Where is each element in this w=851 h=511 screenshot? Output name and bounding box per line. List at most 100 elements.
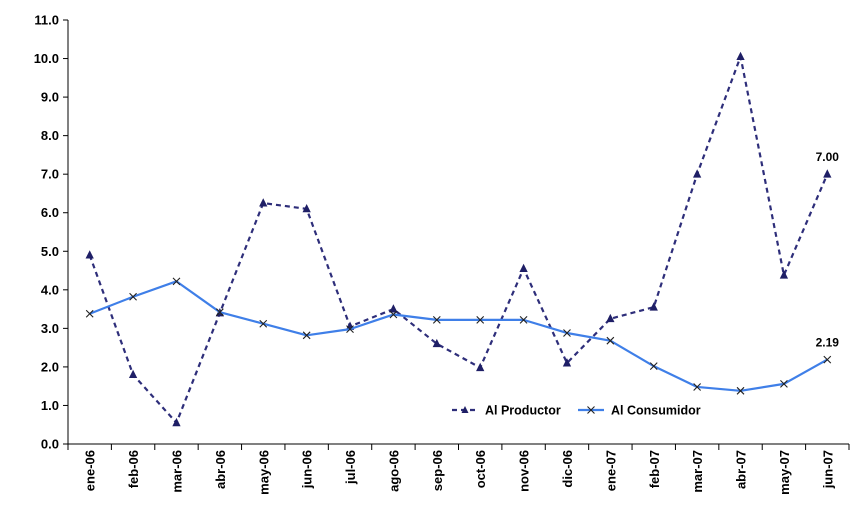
data-point-triangle (432, 338, 441, 348)
x-tick-label: ene-06 (83, 450, 98, 491)
y-tick-label: 3.0 (41, 321, 59, 336)
x-tick-label: jun-07 (820, 450, 835, 489)
y-tick-label: 11.0 (34, 13, 59, 28)
y-tick-label: 10.0 (34, 51, 59, 66)
data-point-triangle (128, 369, 138, 379)
data-point-triangle (562, 358, 572, 367)
x-tick-label: oct-06 (473, 450, 488, 488)
x-tick-label: feb-07 (647, 450, 662, 488)
legend: Al Productor Al Consumidor (452, 404, 701, 418)
data-point-triangle (736, 51, 745, 61)
marker-stroke (389, 310, 398, 319)
marker-stroke (780, 379, 788, 388)
marker-stroke (85, 309, 94, 318)
data-point-x (606, 336, 615, 345)
y-tick-label: 9.0 (41, 90, 59, 105)
data-point-triangle (649, 302, 658, 311)
data-point-x (736, 386, 745, 395)
marker-stroke (693, 383, 702, 391)
marker-stroke (346, 325, 354, 334)
data-point-x (389, 310, 398, 319)
x-tick-label: ene-07 (603, 450, 618, 491)
y-tick-label: 1.0 (41, 398, 59, 413)
data-point-triangle (823, 169, 832, 178)
data-point-x (302, 331, 311, 340)
legend-item-al-consumidor: Al Consumidor (578, 404, 701, 418)
data-point-triangle (476, 362, 485, 372)
data-point-triangle (519, 263, 528, 273)
legend-label: Al Consumidor (611, 404, 701, 418)
x-tick-label: jul-06 (343, 450, 358, 485)
data-point-x (519, 315, 528, 324)
data-point-x (346, 325, 354, 334)
axes: 0.0 1.0 2.0 3.0 4.0 5.0 6.0 7.0 8.0 9.0 10.0 11.0 en… (34, 13, 850, 495)
data-labels: 7.00 2.19 (816, 150, 840, 349)
series-line-al-consumidor (89, 280, 828, 392)
legend-marker-x (587, 406, 595, 414)
x-tick-label: may-06 (256, 450, 271, 495)
x-tick-label: ago-06 (386, 450, 401, 492)
marker-stroke (476, 315, 485, 324)
marker-stroke (302, 331, 311, 340)
x-tick-label: may-07 (777, 450, 792, 495)
x-tick-label: abr-06 (213, 450, 228, 489)
data-point-x (259, 319, 268, 328)
data-point-triangle (606, 313, 615, 323)
data-point-x (823, 355, 832, 364)
y-tick-label: 0.0 (41, 437, 59, 452)
series-line-al-productor (88, 55, 829, 424)
marker-stroke (215, 308, 224, 317)
marker-stroke (823, 355, 832, 364)
data-point-x (215, 308, 224, 317)
marker-stroke (649, 362, 658, 371)
x-tick-label: feb-06 (126, 450, 141, 488)
data-point-triangle (302, 203, 311, 213)
data-point-x (432, 315, 441, 324)
marker-stroke (259, 319, 268, 328)
data-point-triangle (259, 198, 268, 207)
y-tick-label: 5.0 (41, 244, 59, 259)
data-point-x (780, 379, 788, 388)
x-tick-label: abr-07 (734, 450, 749, 489)
marker-stroke (736, 386, 745, 395)
marker-stroke (172, 277, 181, 286)
data-point-x (649, 362, 658, 371)
marker-stroke (519, 315, 528, 324)
marker-stroke (606, 336, 615, 345)
legend-item-al-productor: Al Productor (452, 404, 561, 418)
data-point-x (476, 315, 485, 324)
x-tick-label: mar-06 (169, 450, 184, 493)
x-tick-label: nov-06 (517, 450, 532, 492)
data-label: 7.00 (816, 150, 840, 164)
data-point-x (85, 309, 94, 318)
data-point-triangle (389, 304, 398, 313)
data-point-triangle (692, 169, 702, 178)
series-al-consumidor (85, 277, 832, 395)
y-tick-label: 2.0 (41, 359, 59, 374)
y-tick-label: 4.0 (41, 282, 59, 297)
data-point-triangle (779, 270, 789, 279)
x-tick-label: jun-06 (300, 450, 315, 489)
x-tick-label: dic-06 (560, 450, 575, 488)
series-al-productor (85, 51, 832, 427)
x-tick-label: mar-07 (690, 450, 705, 493)
y-tick-label: 7.0 (41, 167, 59, 182)
data-point-x (129, 292, 137, 301)
marker-stroke (432, 315, 441, 324)
legend-label: Al Productor (485, 404, 561, 418)
data-point-x (172, 277, 181, 286)
data-point-x (563, 329, 571, 337)
y-tick-label: 8.0 (41, 128, 59, 143)
x-tick-label: sep-06 (430, 450, 445, 491)
legend-marker-triangle (461, 406, 469, 413)
marker-stroke (129, 292, 137, 301)
marker-stroke (563, 329, 571, 337)
data-point-triangle (85, 250, 94, 259)
data-point-triangle (172, 417, 181, 427)
data-point-x (693, 383, 702, 391)
y-tick-label: 6.0 (41, 205, 59, 220)
data-label: 2.19 (816, 336, 840, 350)
series-layer (85, 51, 832, 427)
